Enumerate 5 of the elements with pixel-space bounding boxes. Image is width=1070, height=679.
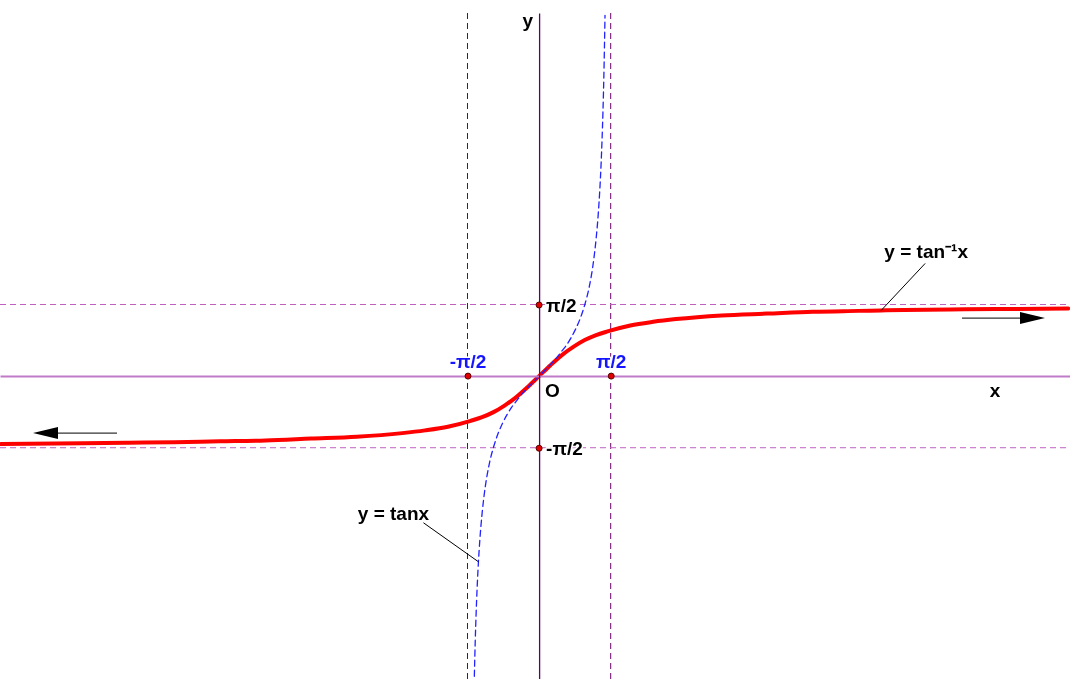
text: y = tan⁻¹x <box>884 241 969 263</box>
text: y = tanx <box>357 502 430 524</box>
y-axis-title: y <box>522 10 534 31</box>
annotation: O <box>545 380 560 402</box>
x-axis-title: x <box>989 380 1001 402</box>
